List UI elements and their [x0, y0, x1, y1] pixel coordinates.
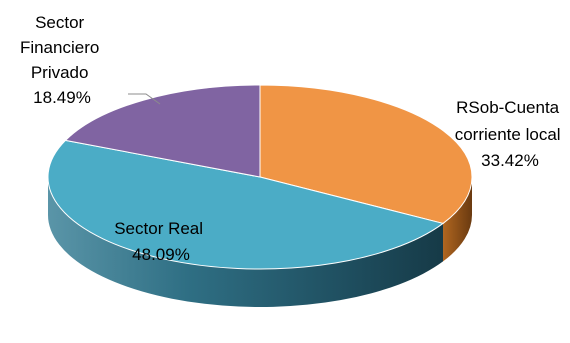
label-sector-real: Sector Real 48.09%: [114, 219, 208, 264]
label-sector-financiero: Sector Financiero Privado 18.49%: [20, 13, 104, 107]
leader-line-sector-financiero: [128, 93, 161, 105]
slice-1-top: [47, 139, 445, 270]
slice-2-top: [64, 84, 261, 178]
slice-1-side-0: [48, 177, 444, 307]
slice-0-top: [259, 84, 473, 224]
label-rsob-cuenta: RSob-Cuenta corriente local 33.42%: [455, 98, 566, 170]
slice-0-side-0: [443, 177, 472, 262]
